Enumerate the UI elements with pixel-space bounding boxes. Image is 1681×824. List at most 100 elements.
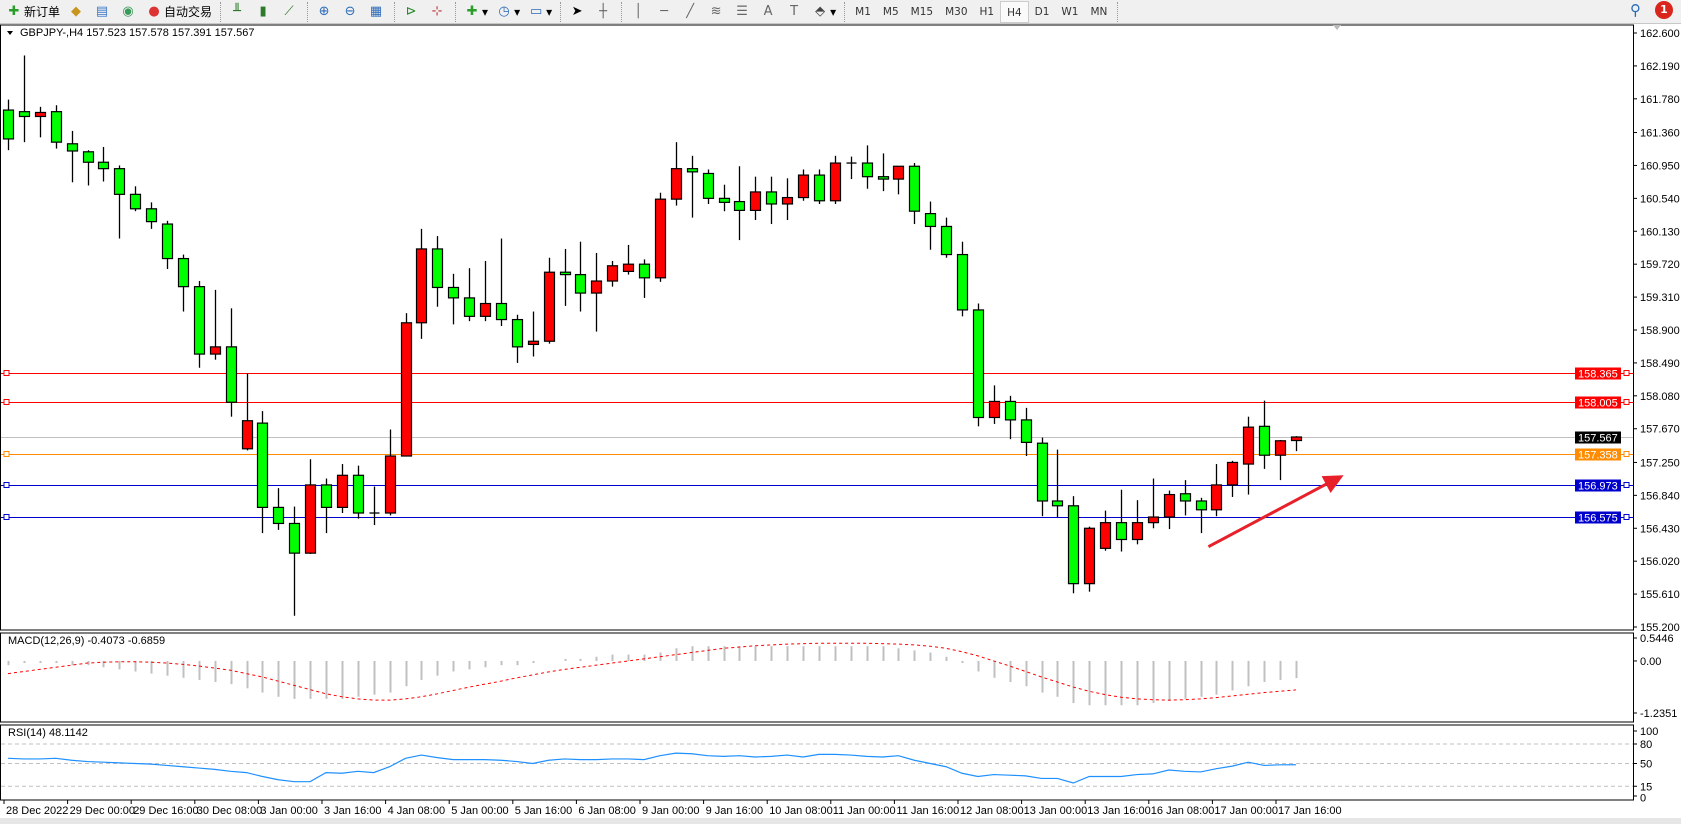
candle-bear	[495, 302, 508, 321]
history-icon: ▤	[95, 3, 109, 19]
macd-tick-label: 0.00	[1640, 656, 1661, 668]
timeframe-m5[interactable]: M5	[882, 5, 899, 18]
candle-bear	[733, 200, 746, 211]
search-icon[interactable]: ⚲	[1630, 1, 1641, 19]
timeframe-d1[interactable]: D1	[1034, 5, 1050, 18]
chart-menu-triangle-icon	[7, 31, 13, 35]
candle-bear	[193, 286, 206, 355]
arrows-button[interactable]: ⬘ ▾	[808, 1, 840, 23]
zoom-out-icon: ⊖	[344, 3, 356, 19]
time-tick-label: 9 Jan 16:00	[706, 805, 764, 817]
candle-bull	[527, 340, 540, 346]
gold-icon: ◆	[71, 3, 82, 19]
price-tick-label: 161.780	[1640, 94, 1680, 106]
hline-handle	[3, 399, 10, 405]
price-label-box	[1575, 396, 1621, 409]
price-tick-label: 158.900	[1640, 325, 1680, 337]
signal-button[interactable]: ◉	[116, 1, 142, 23]
time-tick-label: 11 Jan 16:00	[896, 805, 959, 817]
gold-button[interactable]: ◆	[64, 1, 90, 23]
horizontal-line-button[interactable]: ─	[652, 1, 678, 23]
timeframe-h1[interactable]: H1	[979, 5, 995, 18]
crosshair-button[interactable]: ┼	[591, 1, 617, 23]
tile-windows-button[interactable]: ▦	[364, 1, 390, 23]
candle-chart-button[interactable]: ▮	[251, 1, 277, 23]
timeframe-h4[interactable]: H4	[1000, 0, 1029, 23]
macd-pane-frame	[0, 632, 1634, 723]
vertical-line-icon: │	[634, 3, 643, 19]
candle-bear	[1195, 500, 1208, 511]
price-tick-label: 158.490	[1640, 358, 1680, 370]
templates-button[interactable]: ▭ ▾	[524, 1, 556, 23]
zoom-in-button[interactable]: ⊕	[312, 1, 338, 23]
fibo-fan-icon: ☰	[736, 3, 748, 19]
separator	[394, 1, 396, 22]
auto-scroll-icon: ⊳	[405, 3, 417, 19]
trendline-button[interactable]: ╱	[678, 1, 704, 23]
history-button[interactable]: ▤	[90, 1, 116, 23]
periods-button[interactable]: ◷ ▾	[492, 1, 524, 23]
candle-bull	[1290, 436, 1303, 442]
timeframe-m15[interactable]: M15	[910, 5, 934, 18]
candle-bear	[574, 274, 587, 294]
auto-trading-icon: ●	[148, 3, 160, 19]
chart-window[interactable]: GBPJPY-,H4 157.523 157.578 157.391 157.5…	[0, 24, 1681, 824]
chart-shift-button[interactable]: ⊹	[425, 1, 451, 23]
candle-bull	[988, 400, 1001, 419]
hline-handle	[3, 451, 10, 457]
time-tick-label: 29 Dec 00:00	[70, 805, 135, 817]
fibonacci-button[interactable]: ≋	[704, 1, 730, 23]
hline-handle	[3, 370, 10, 376]
periods-icon: ◷	[498, 3, 510, 19]
auto-trading-button[interactable]: ● 自动交易	[142, 1, 216, 23]
candle-bull	[1099, 522, 1112, 549]
candle-bear	[225, 346, 238, 403]
timeframe-m30[interactable]: M30	[945, 5, 968, 18]
vertical-line-button[interactable]: │	[626, 1, 652, 23]
candle-bull	[543, 271, 556, 342]
candle-bull	[1131, 522, 1144, 541]
bar-chart-button[interactable]: ╨	[225, 1, 251, 23]
price-tick-label: 160.540	[1640, 193, 1680, 205]
candle-bull	[797, 174, 810, 199]
cursor-button[interactable]: ➤	[565, 1, 591, 23]
auto-scroll-button[interactable]: ⊳	[399, 1, 425, 23]
macd-tick-label: 0.5446	[1640, 633, 1674, 645]
new-order-button[interactable]: ✚ 新订单	[2, 1, 64, 23]
text-button[interactable]: A	[756, 1, 782, 23]
hline-handle	[3, 514, 10, 520]
timeframe-mn[interactable]: MN	[1090, 5, 1108, 18]
candle-bear	[638, 263, 651, 279]
arrows-icon: ⬘	[815, 3, 826, 19]
candle-bull	[1083, 527, 1096, 585]
separator	[307, 1, 309, 22]
candle-bear	[1067, 505, 1080, 585]
price-label-box	[1575, 431, 1621, 444]
candle-bear	[288, 522, 301, 554]
time-tick-label: 16 Jan 08:00	[1151, 805, 1215, 817]
timeframe-w1[interactable]: W1	[1061, 5, 1079, 18]
rsi-tick-label: 50	[1640, 759, 1652, 771]
candle-bear	[2, 109, 15, 140]
price-label: 156.973	[1578, 481, 1618, 493]
candle-bull	[34, 111, 47, 118]
timeframe-m1[interactable]: M1	[855, 5, 871, 18]
line-chart-button[interactable]: ⟋	[277, 1, 303, 23]
candle-bull	[1274, 440, 1287, 456]
candle-bear	[559, 271, 572, 276]
zoom-out-button[interactable]: ⊖	[338, 1, 364, 23]
candle-bull	[241, 420, 254, 450]
price-label-box	[1575, 367, 1621, 380]
candle-bear	[1051, 500, 1064, 507]
trend-arrow-line	[1207, 480, 1331, 549]
candle-bull	[670, 168, 683, 200]
label-button[interactable]: T	[782, 1, 808, 23]
rsi-tick-label: 0	[1640, 792, 1646, 804]
chart-canvas[interactable]: GBPJPY-,H4 157.523 157.578 157.391 157.5…	[0, 24, 1681, 818]
macd-signal-line	[7, 642, 1296, 701]
fibo-fan-button[interactable]: ☰	[730, 1, 756, 23]
indicators-button[interactable]: ✚ ▾	[460, 1, 492, 23]
notification-badge[interactable]: 1	[1655, 1, 1673, 19]
hline-handle	[1623, 451, 1630, 457]
candle-bull	[749, 191, 762, 211]
